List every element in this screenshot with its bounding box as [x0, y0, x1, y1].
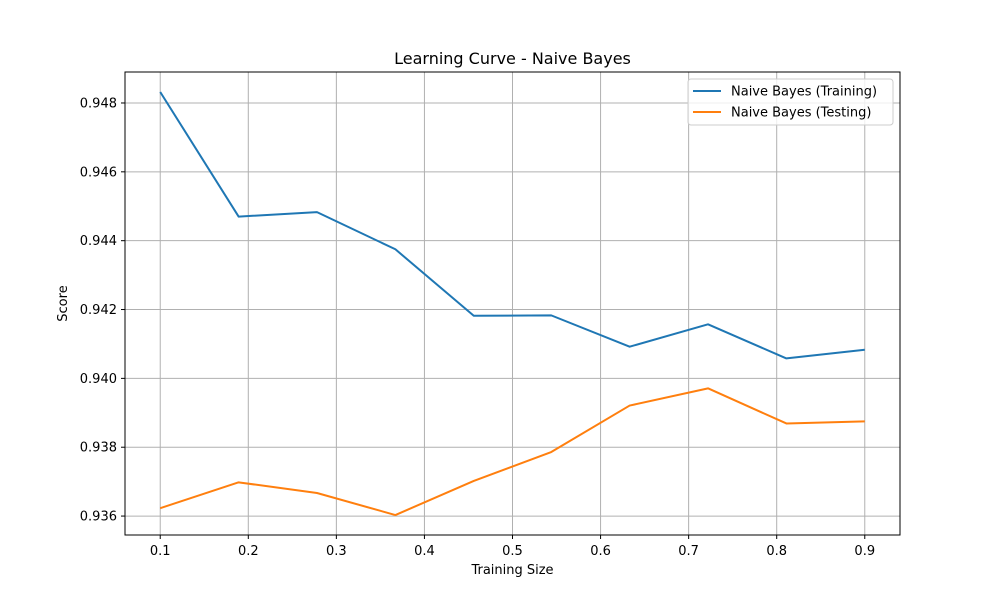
series-line-testing [159, 387, 865, 517]
legend-box [687, 78, 894, 126]
x-tick-label: 0.4 [414, 544, 435, 559]
series-line-training [159, 91, 865, 360]
x-tick-label: 0.7 [678, 544, 699, 559]
x-tick-label: 0.9 [854, 544, 875, 559]
grid-lines [125, 72, 900, 535]
y-axis-label: Score [56, 285, 71, 321]
legend-label: Naive Bayes (Testing) [731, 106, 871, 121]
legend: Naive Bayes (Training) Naive Bayes (Testi… [687, 78, 894, 126]
x-tick-label: 0.1 [150, 544, 171, 559]
x-tick-label: 0.5 [502, 544, 523, 559]
y-tick-label: 0.944 [80, 234, 117, 249]
x-tick-label: 0.3 [326, 544, 347, 559]
y-tick-label: 0.946 [80, 165, 117, 180]
y-tick-label: 0.940 [80, 372, 117, 387]
chart-title: Learning Curve - Naive Bayes [394, 49, 631, 68]
x-axis-label: Training Size [470, 563, 553, 578]
y-tick-label: 0.942 [80, 303, 117, 318]
series-lines [159, 91, 865, 517]
x-tick-label: 0.6 [590, 544, 611, 559]
axis-ticks: 0.1 0.2 0.3 0.4 0.5 0.6 0.7 0.8 0.9 0.936 0.938 0.9… [80, 96, 875, 559]
x-tick-label: 0.2 [238, 544, 259, 559]
legend-label: Naive Bayes (Training) [731, 85, 877, 100]
y-tick-label: 0.936 [80, 510, 117, 525]
y-tick-label: 0.948 [80, 96, 117, 111]
x-tick-label: 0.8 [766, 544, 787, 559]
y-tick-label: 0.938 [80, 441, 117, 456]
